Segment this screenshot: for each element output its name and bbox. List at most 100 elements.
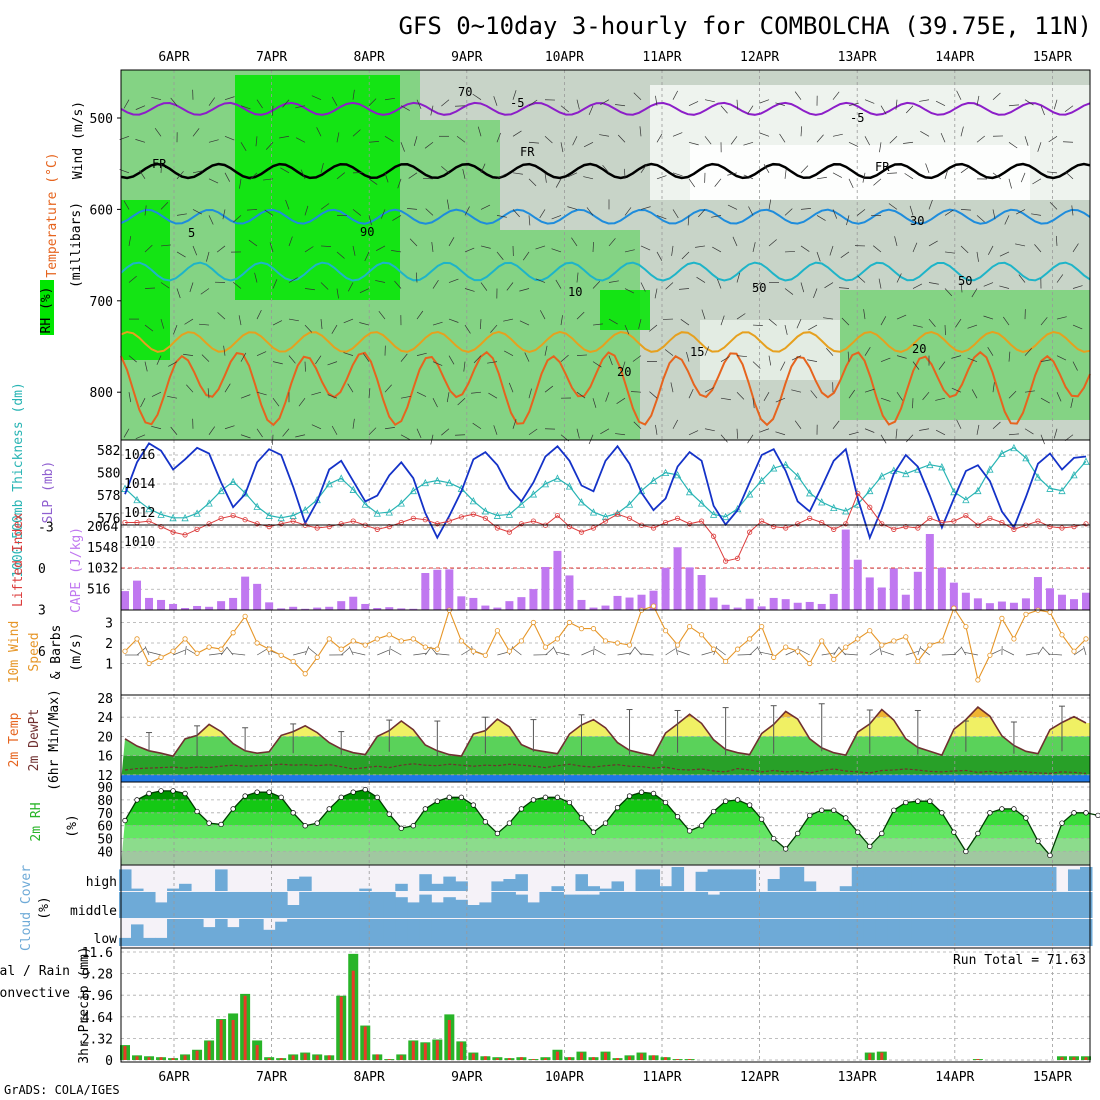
wind-barb [400, 395, 411, 399]
thickness-point [794, 472, 802, 480]
wind-barb [655, 95, 658, 106]
wind-speed-point [975, 677, 981, 683]
cloud-cell-low [731, 919, 745, 946]
cloud-row-middle: middle [70, 904, 117, 919]
cape-bar [697, 575, 706, 610]
lifted-index-point [951, 518, 957, 524]
wind-barb [1053, 428, 1058, 439]
wind-barb [848, 389, 856, 399]
rh-point [987, 810, 993, 816]
cape-bar [625, 597, 634, 610]
precip-convective-bar [279, 1058, 283, 1060]
wind-barb [496, 173, 506, 180]
wind-speed-point [398, 638, 404, 644]
cloud-cell-middle [539, 892, 552, 918]
bottom-date-label: 14APR [935, 1070, 974, 1085]
wind-barb [784, 168, 787, 179]
cloud-cell-low [539, 919, 552, 946]
wind-barb [400, 434, 410, 440]
wind-barb [664, 349, 674, 356]
rh-tick-label: 60 [97, 820, 113, 835]
cape-bar [709, 597, 718, 610]
wind-barb [736, 428, 739, 439]
cloud-cell-middle [923, 892, 937, 918]
cape-bar [217, 601, 226, 610]
wind-barb [364, 251, 370, 262]
wind-barb [391, 250, 402, 253]
wind-barb [544, 136, 553, 144]
cloud-cell-low [359, 919, 372, 946]
wind-barb [192, 209, 202, 215]
cape-bar [721, 604, 730, 610]
wind-barb [151, 96, 162, 101]
wind-barb [967, 357, 978, 362]
cloud-cell-low [851, 919, 865, 946]
wind-barb [976, 95, 980, 106]
thickness-point [397, 499, 405, 507]
bottom-date-label: 9APR [451, 1070, 482, 1085]
cape-bar [157, 599, 166, 610]
cloud-cell-high [455, 881, 468, 891]
cloud-cell-middle [731, 892, 745, 918]
precip-convective-bar [387, 1059, 391, 1060]
lifted-index-point [410, 515, 416, 521]
wind-barb [752, 398, 755, 409]
precip-convective-bar [315, 1055, 319, 1060]
wind-barb [446, 199, 450, 210]
contour-label: FR [875, 160, 890, 174]
wind-barb [136, 647, 146, 656]
cloud-cell-middle [419, 894, 432, 918]
wind-barb [608, 280, 619, 283]
wind-barb [432, 279, 439, 289]
cloud-cell-high [767, 879, 781, 891]
wind-barb [535, 245, 546, 250]
wind-barb [1073, 648, 1084, 656]
wind-barb [544, 385, 554, 393]
wind-barb [630, 391, 642, 393]
wind-barb [672, 132, 683, 137]
wind-barb [588, 105, 594, 116]
wind-barb [848, 102, 859, 107]
wind-barb [240, 105, 251, 110]
isotherm-plus10 [120, 261, 1091, 282]
thickness-point [962, 495, 970, 504]
cloud-cell-middle [251, 892, 264, 918]
cloud-cell-low [815, 919, 829, 946]
wind-barb [448, 318, 459, 323]
cloud-cell-low [767, 919, 781, 946]
lifted-index-point [506, 529, 512, 535]
wind-barb [747, 434, 754, 444]
wind-barb [272, 361, 283, 365]
wind-barb [168, 361, 178, 367]
lifted-index-point [831, 526, 837, 532]
wind-barb [1016, 209, 1026, 215]
wind-barb [928, 199, 933, 210]
precip-convective-bar [303, 1053, 307, 1060]
lifted-index-point [338, 521, 344, 527]
wind-speed-point [879, 642, 885, 648]
ylabel-wind-units: (m/s) [69, 632, 84, 671]
cape-bar [121, 591, 129, 610]
cape-bar [229, 597, 238, 610]
wind-barb [581, 649, 594, 656]
cloud-cell-low [635, 919, 649, 946]
contour-label: -5 [510, 96, 524, 110]
wind-barb [944, 325, 946, 336]
cape-tick-label: 1548 [87, 541, 118, 556]
cloud-cell-low [587, 919, 600, 946]
thickness-point [433, 476, 441, 484]
wind-speed-point [278, 652, 284, 658]
wind-barb [593, 645, 595, 656]
cape-bar [469, 597, 478, 610]
wind-barb [519, 320, 530, 326]
wind-barb [552, 646, 558, 656]
precip-tick-label: 4.64 [82, 1011, 113, 1026]
wind-barb [649, 391, 658, 399]
wind-barb [186, 384, 194, 393]
cloud-cell-low [395, 919, 408, 946]
wind-barb [1072, 243, 1079, 253]
wind-barb [456, 135, 466, 143]
precip-convective-bar [591, 1057, 595, 1060]
thickness-point [782, 460, 790, 469]
lifted-index-point [206, 521, 212, 527]
